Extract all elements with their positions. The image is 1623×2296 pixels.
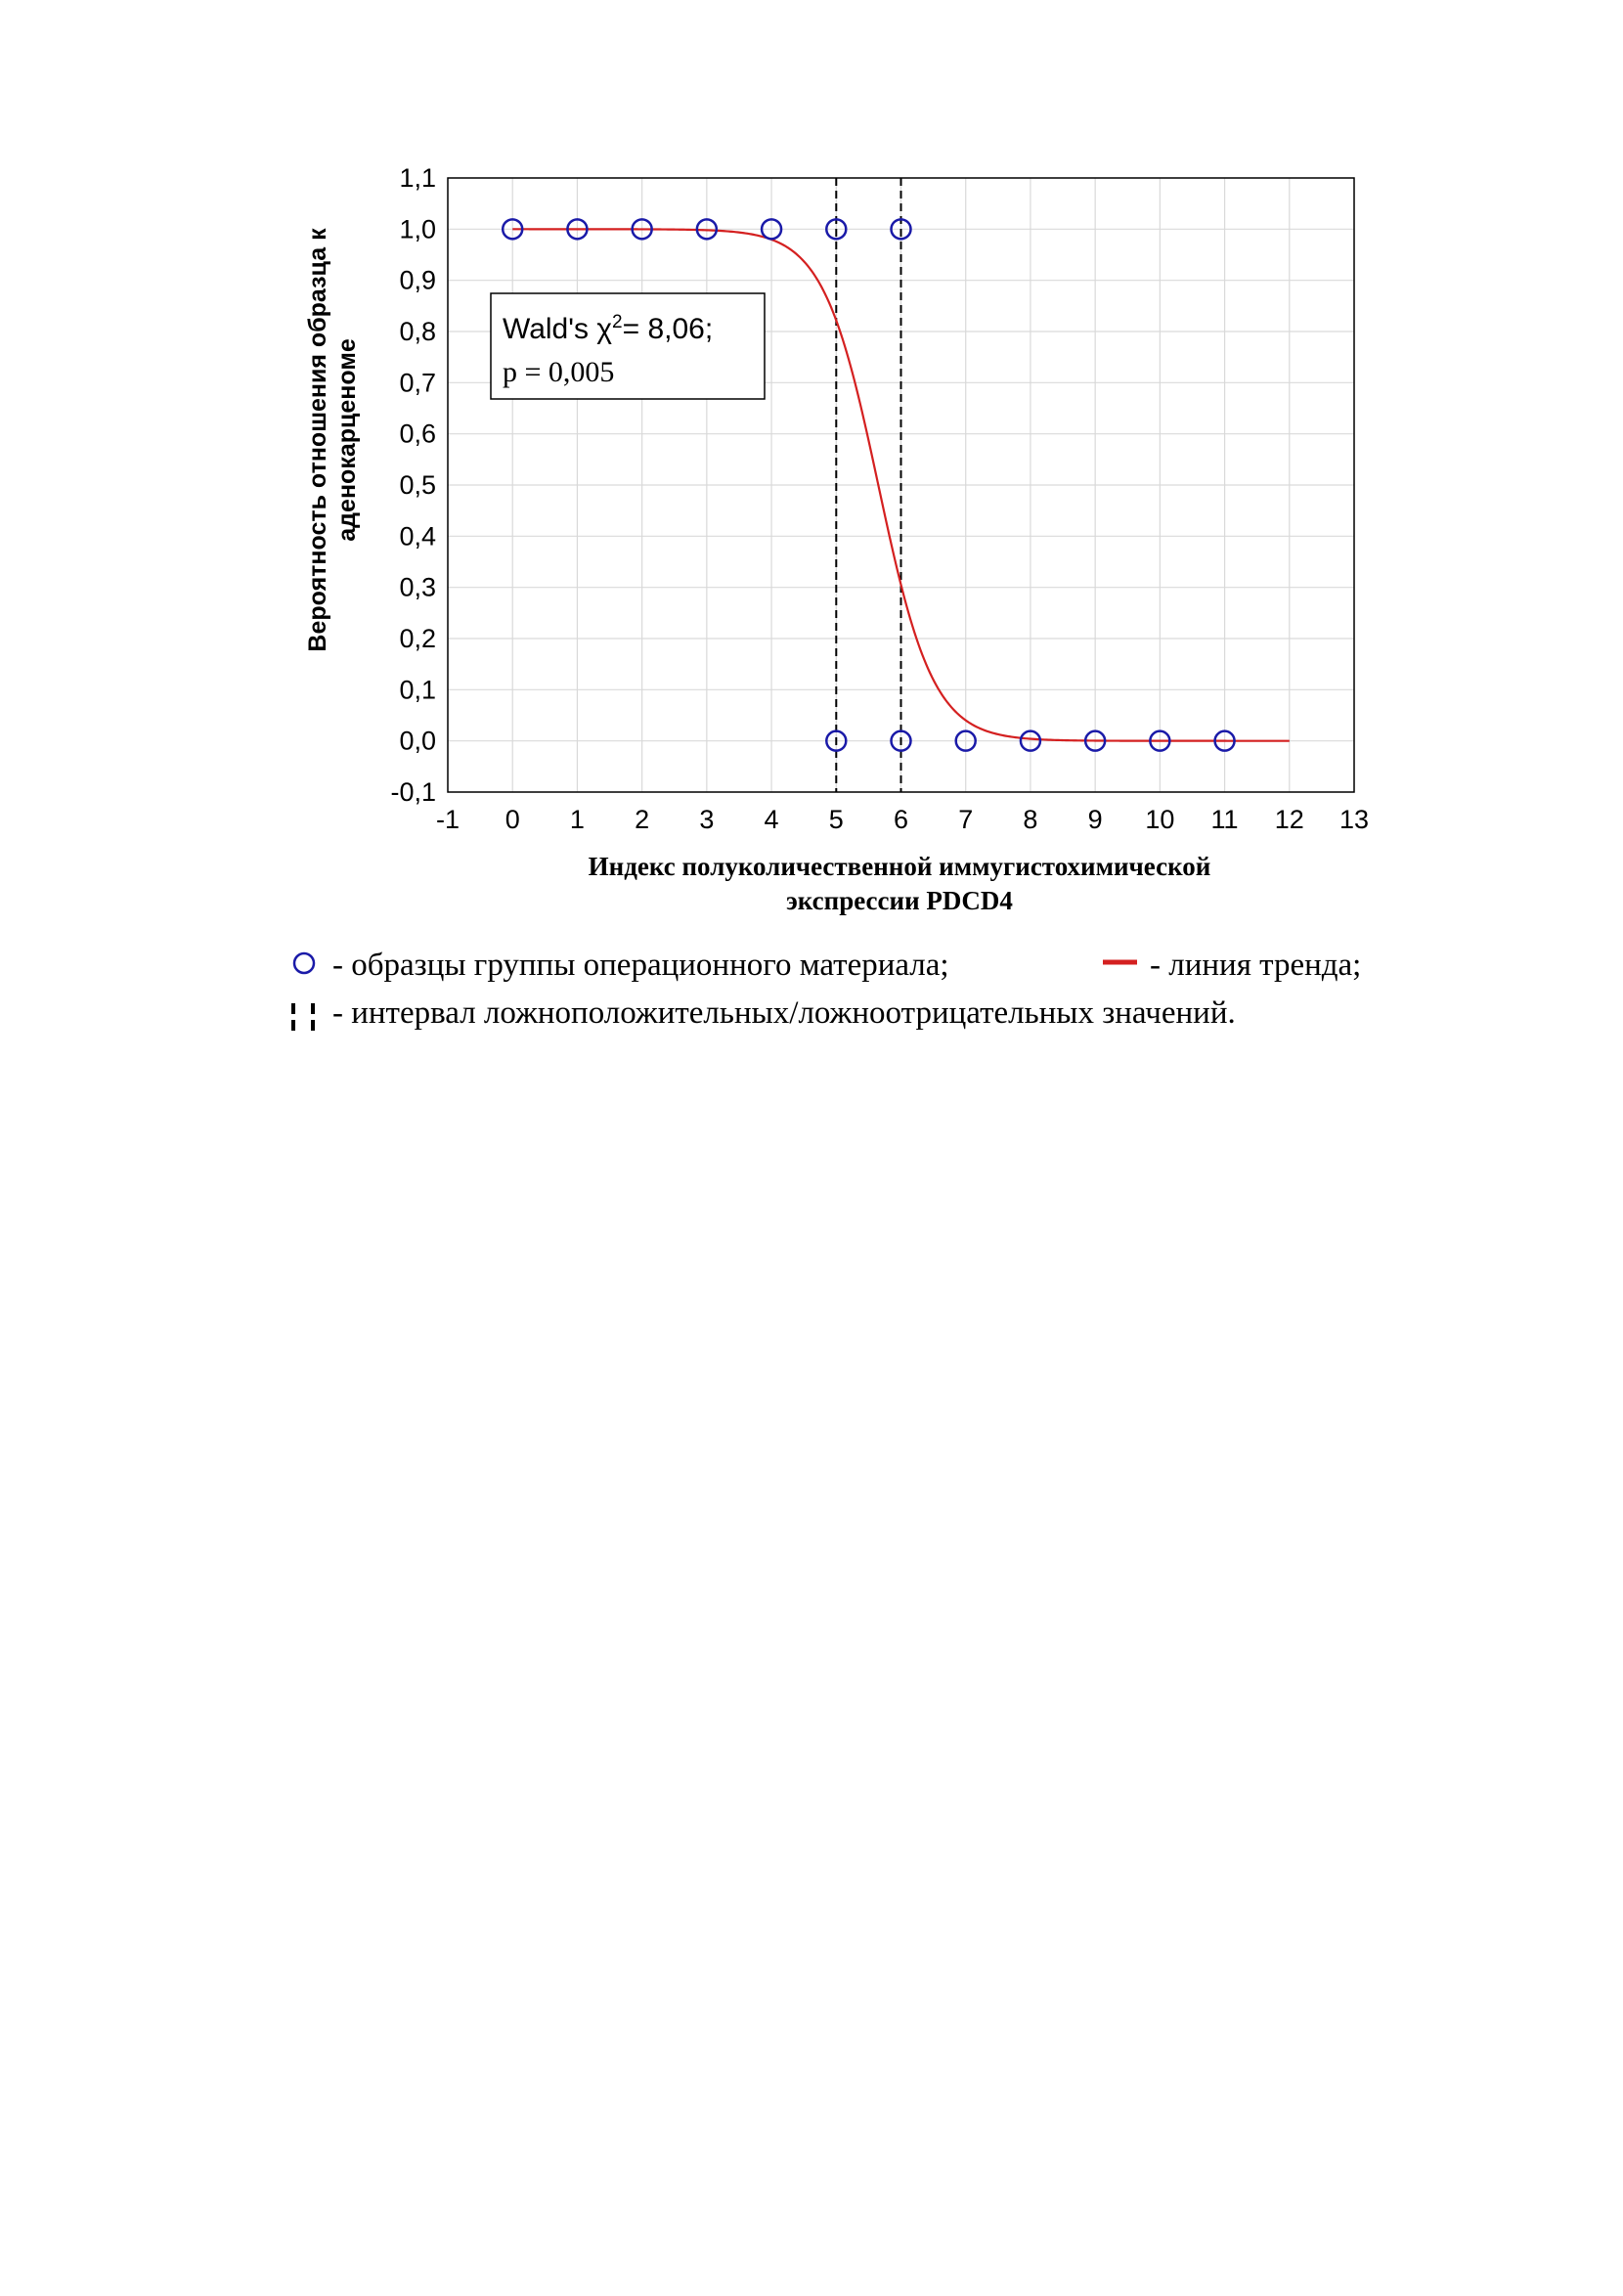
legend-markers-text: - образцы группы операционного материала… [332, 948, 949, 983]
x-tick-label: -1 [436, 805, 460, 834]
x-tick-labels: -1 0 1 2 3 4 5 6 7 8 9 10 11 12 13 [436, 805, 1369, 834]
x-tick-label: 13 [1339, 805, 1369, 834]
x-tick-label: 4 [765, 805, 779, 834]
legend-interval-text: - интервал ложноположительных/ложноотриц… [332, 995, 1236, 1031]
x-tick-label: 3 [699, 805, 714, 834]
legend-marker-icon [292, 951, 316, 975]
wald-statistic: Wald's χ2= 8,06; [503, 312, 713, 345]
legend-trend-text: - линия тренда; [1150, 948, 1361, 983]
x-tick-label: 8 [1023, 805, 1037, 834]
x-tick-label: 10 [1145, 805, 1174, 834]
stats-annotation-box [490, 292, 766, 400]
stats-annotation: Wald's χ2= 8,06; p = 0,005 [490, 292, 766, 400]
x-axis-label-line1: Индекс полуколичественной иммугистохимич… [589, 852, 1211, 881]
x-tick-label: 7 [958, 805, 973, 834]
y-tick-label: 0,8 [399, 317, 436, 346]
chart: -0,1 0,0 0,1 0,2 0,3 0,4 0,5 0,6 0,7 0,8 0,9 1,0 1,1… [291, 163, 1369, 1035]
legend-interval-icon [291, 1003, 315, 1035]
interval-lines [835, 178, 902, 792]
data-point [566, 218, 589, 241]
x-tick-label: 9 [1088, 805, 1103, 834]
x-tick-label: 6 [894, 805, 908, 834]
data-point [825, 729, 848, 752]
data-point [890, 729, 912, 752]
y-tick-label: 0,4 [399, 521, 436, 551]
data-point [890, 218, 912, 241]
x-tick-label: 0 [505, 805, 520, 834]
data-point [954, 729, 977, 752]
plot-frame [447, 177, 1355, 793]
data-point [1149, 729, 1171, 752]
y-tick-label: 0,0 [399, 727, 436, 756]
x-axis-label-line2: экспрессии PDCD4 [786, 886, 1013, 915]
y-tick-label: 0,7 [399, 368, 436, 397]
x-tick-label: 5 [829, 805, 844, 834]
p-value: p = 0,005 [503, 356, 614, 388]
wald-superscript: 2 [612, 312, 623, 332]
data-point [1083, 729, 1107, 752]
x-tick-label: 11 [1211, 805, 1239, 834]
y-tick-label: 0,6 [399, 419, 436, 449]
data-points [501, 218, 1236, 752]
x-tick-label: 2 [635, 805, 649, 834]
y-axis-label-line1: Вероятность отношения образца к [304, 228, 331, 652]
data-point [501, 218, 524, 241]
wald-prefix: Wald's χ [503, 313, 612, 345]
y-tick-label: 1,0 [399, 214, 436, 243]
y-tick-labels: -0,1 0,0 0,1 0,2 0,3 0,4 0,5 0,6 0,7 0,8 0,9 1,0 1,1 [390, 163, 436, 807]
y-tick-label: 0,1 [399, 675, 436, 704]
trend-line [512, 228, 1290, 742]
data-point [760, 218, 783, 241]
x-tick-label: 1 [570, 805, 585, 834]
y-tick-label: 0,2 [399, 624, 436, 653]
data-point [1213, 729, 1236, 752]
y-tick-label: 1,1 [399, 163, 436, 193]
data-point [825, 218, 848, 241]
wald-value: = 8,06; [623, 313, 714, 345]
y-axis-label-line2: аденокарценоме [333, 338, 361, 542]
data-point [695, 218, 719, 241]
data-point [1019, 729, 1042, 752]
y-tick-label: 0,9 [399, 266, 436, 295]
x-tick-label: 12 [1275, 805, 1304, 834]
y-tick-label: 0,3 [399, 573, 436, 602]
legend: - образцы группы операционного материала… [291, 948, 1361, 1035]
data-point [631, 218, 653, 241]
y-tick-label: 0,5 [399, 470, 436, 500]
y-tick-label: -0,1 [390, 777, 436, 807]
